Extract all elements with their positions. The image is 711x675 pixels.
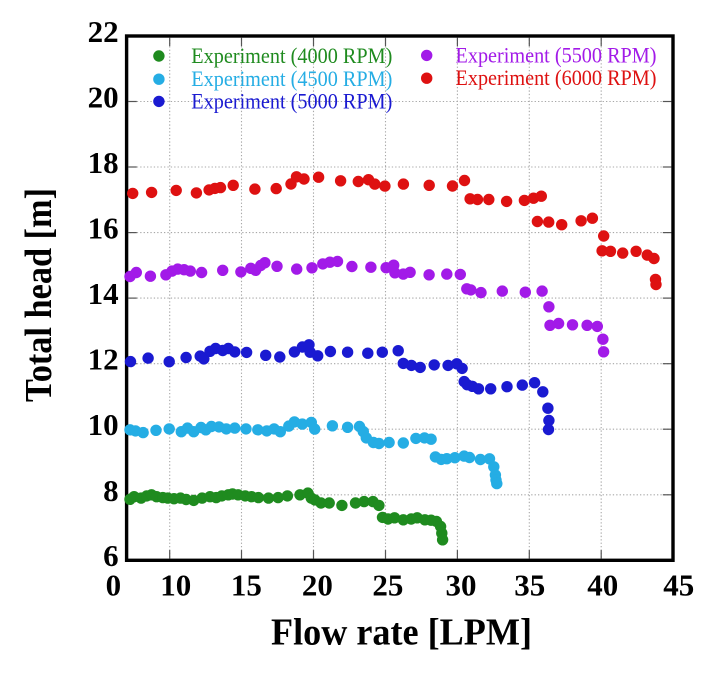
- svg-text:6: 6: [103, 538, 119, 573]
- svg-text:Experiment (5000 RPM): Experiment (5000 RPM): [191, 89, 392, 113]
- svg-text:45: 45: [663, 568, 694, 603]
- svg-text:18: 18: [88, 145, 119, 180]
- svg-text:16: 16: [88, 211, 119, 246]
- svg-text:Experiment (5500 RPM): Experiment (5500 RPM): [456, 43, 657, 67]
- svg-text:Experiment (6000 RPM): Experiment (6000 RPM): [456, 66, 657, 90]
- svg-text:14: 14: [88, 276, 119, 311]
- svg-text:Experiment (4000 RPM): Experiment (4000 RPM): [191, 44, 392, 68]
- svg-text:35: 35: [514, 568, 545, 603]
- svg-text:30: 30: [446, 568, 477, 603]
- svg-text:15: 15: [231, 568, 262, 603]
- svg-text:8: 8: [103, 473, 119, 508]
- svg-text:Experiment (4500 RPM): Experiment (4500 RPM): [191, 67, 392, 91]
- svg-text:12: 12: [88, 342, 119, 377]
- svg-text:20: 20: [302, 568, 333, 603]
- svg-text:Total head [m]: Total head [m]: [18, 188, 60, 402]
- svg-text:0: 0: [106, 568, 122, 603]
- svg-text:20: 20: [88, 80, 119, 115]
- svg-text:40: 40: [587, 568, 618, 603]
- svg-text:22: 22: [88, 14, 119, 49]
- svg-text:10: 10: [88, 407, 119, 442]
- svg-text:Flow rate [LPM]: Flow rate [LPM]: [271, 611, 532, 653]
- svg-text:10: 10: [160, 568, 191, 603]
- svg-text:25: 25: [372, 568, 403, 603]
